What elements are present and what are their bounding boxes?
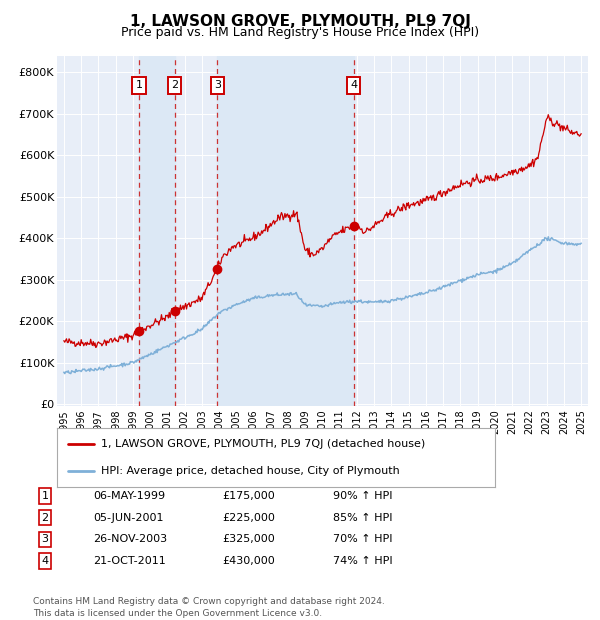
- Text: 05-JUN-2001: 05-JUN-2001: [93, 513, 163, 523]
- Text: 90% ↑ HPI: 90% ↑ HPI: [333, 491, 392, 501]
- Text: 2: 2: [171, 81, 178, 91]
- Text: 70% ↑ HPI: 70% ↑ HPI: [333, 534, 392, 544]
- Text: 1: 1: [136, 81, 142, 91]
- Text: £430,000: £430,000: [222, 556, 275, 566]
- Text: 2: 2: [41, 513, 49, 523]
- Text: Price paid vs. HM Land Registry's House Price Index (HPI): Price paid vs. HM Land Registry's House …: [121, 26, 479, 39]
- Text: 3: 3: [214, 81, 221, 91]
- Text: 85% ↑ HPI: 85% ↑ HPI: [333, 513, 392, 523]
- Text: 21-OCT-2011: 21-OCT-2011: [93, 556, 166, 566]
- Bar: [139, 56, 175, 406]
- Text: Contains HM Land Registry data © Crown copyright and database right 2024.
This d: Contains HM Land Registry data © Crown c…: [33, 597, 385, 618]
- Bar: [217, 56, 353, 406]
- Text: 26-NOV-2003: 26-NOV-2003: [93, 534, 167, 544]
- Text: 1: 1: [41, 491, 49, 501]
- Text: 1, LAWSON GROVE, PLYMOUTH, PL9 7QJ: 1, LAWSON GROVE, PLYMOUTH, PL9 7QJ: [130, 14, 470, 29]
- Text: £175,000: £175,000: [222, 491, 275, 501]
- Text: 3: 3: [41, 534, 49, 544]
- Text: HPI: Average price, detached house, City of Plymouth: HPI: Average price, detached house, City…: [101, 466, 400, 476]
- Text: £325,000: £325,000: [222, 534, 275, 544]
- Text: 06-MAY-1999: 06-MAY-1999: [93, 491, 165, 501]
- Text: £225,000: £225,000: [222, 513, 275, 523]
- Text: 1, LAWSON GROVE, PLYMOUTH, PL9 7QJ (detached house): 1, LAWSON GROVE, PLYMOUTH, PL9 7QJ (deta…: [101, 439, 425, 449]
- Text: 4: 4: [350, 81, 357, 91]
- Text: 4: 4: [41, 556, 49, 566]
- Text: 74% ↑ HPI: 74% ↑ HPI: [333, 556, 392, 566]
